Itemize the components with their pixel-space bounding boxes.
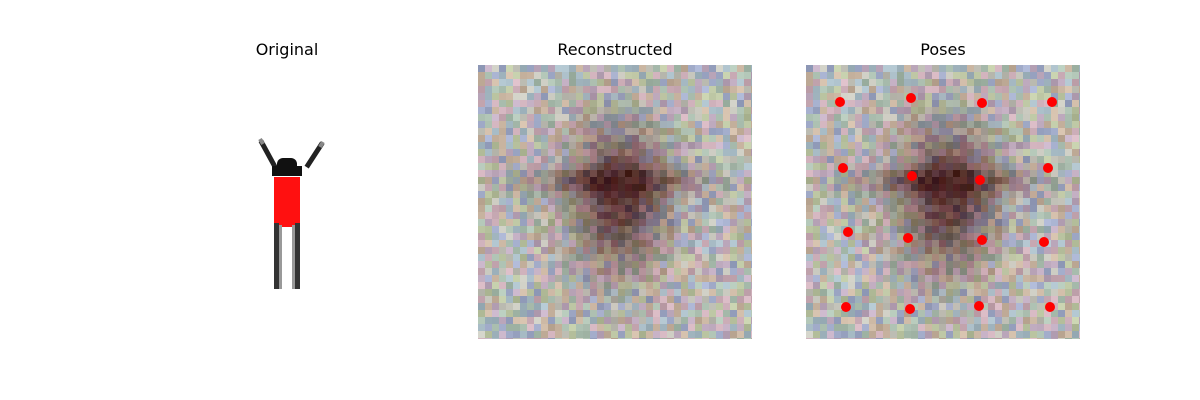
pose-marker-2 xyxy=(906,93,916,103)
pose-marker-15 xyxy=(974,301,984,311)
poses-image xyxy=(806,65,1080,339)
reconstructed-panel-title: Reconstructed xyxy=(557,40,673,59)
original-panel-title: Original xyxy=(255,40,319,59)
pose-marker-9 xyxy=(843,227,853,237)
pose-marker-12 xyxy=(1039,237,1049,247)
pose-marker-8 xyxy=(1043,163,1053,173)
pose-marker-16 xyxy=(1045,302,1055,312)
pose-marker-11 xyxy=(977,235,987,245)
stick-figure-image xyxy=(258,137,325,289)
pose-marker-13 xyxy=(841,302,851,312)
pose-marker-14 xyxy=(905,304,915,314)
original-image xyxy=(150,65,424,339)
pose-marker-3 xyxy=(977,98,987,108)
poses-panel-title: Poses xyxy=(920,40,966,59)
reconstructed-image xyxy=(478,65,752,339)
pose-marker-7 xyxy=(975,175,985,185)
left-arm xyxy=(258,139,278,169)
right-leg xyxy=(295,223,300,289)
pose-marker-1 xyxy=(835,97,845,107)
pose-marker-5 xyxy=(838,163,848,173)
poses-noise-image xyxy=(806,65,1080,339)
pose-marker-6 xyxy=(907,171,917,181)
left-leg xyxy=(274,223,279,289)
right-arm xyxy=(304,141,325,169)
pose-marker-4 xyxy=(1047,97,1057,107)
pose-marker-10 xyxy=(903,233,913,243)
reconstructed-noise-image xyxy=(478,65,752,339)
figure-shirt xyxy=(274,177,300,227)
